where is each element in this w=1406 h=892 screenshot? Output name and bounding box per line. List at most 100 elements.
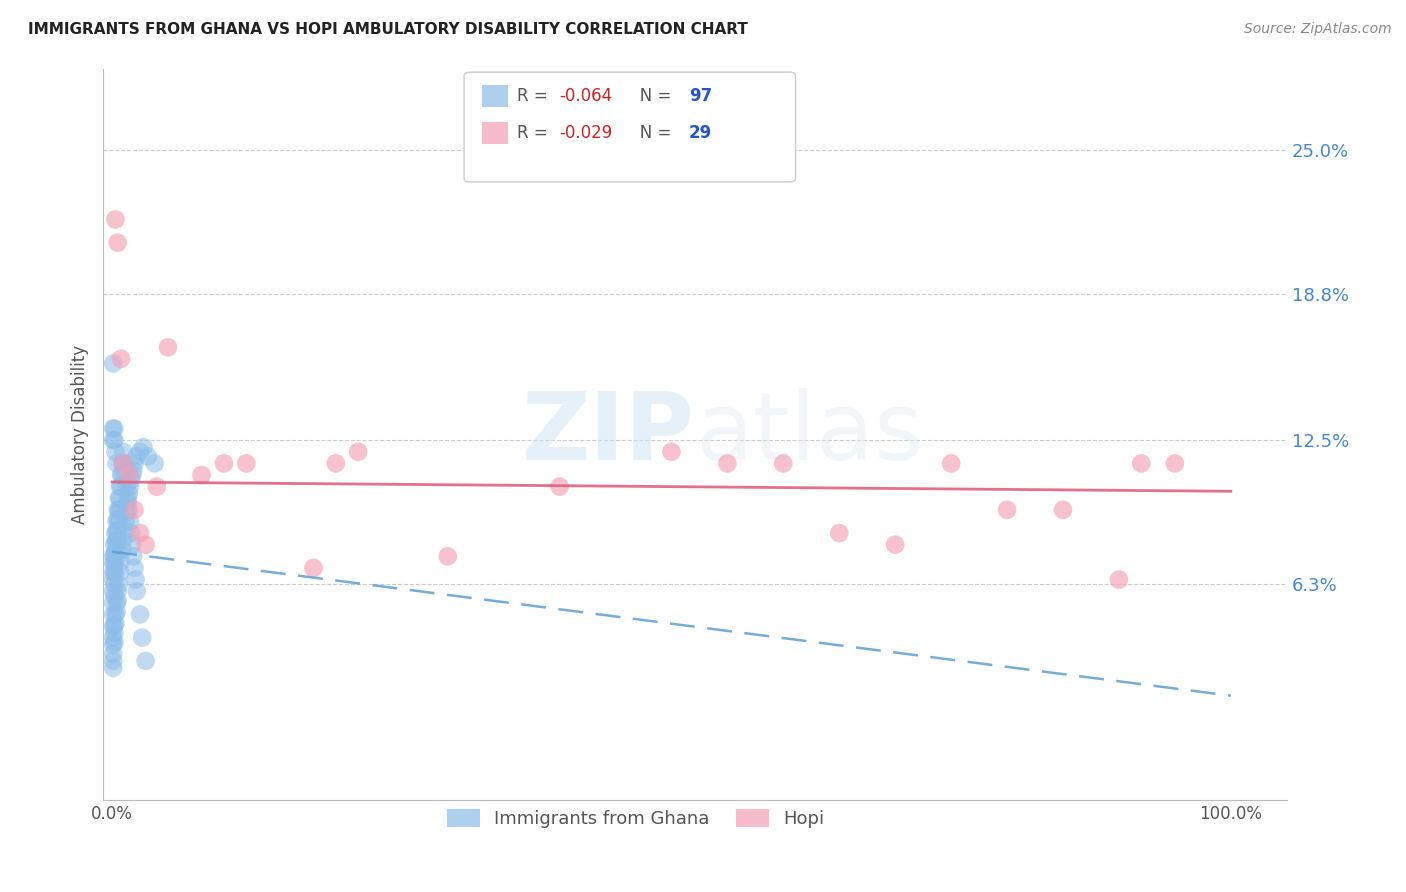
Point <box>884 538 907 552</box>
Point <box>436 549 458 564</box>
Point <box>103 433 125 447</box>
Point <box>114 515 136 529</box>
Text: -0.064: -0.064 <box>558 87 612 105</box>
Point <box>120 526 142 541</box>
Point <box>103 357 125 371</box>
Point <box>1130 457 1153 471</box>
Point <box>104 212 127 227</box>
Point <box>108 566 131 580</box>
FancyBboxPatch shape <box>482 86 508 107</box>
Point <box>105 544 128 558</box>
Point <box>129 444 152 458</box>
Point <box>112 533 135 547</box>
Point <box>107 503 129 517</box>
Point <box>112 444 135 458</box>
Legend: Immigrants from Ghana, Hopi: Immigrants from Ghana, Hopi <box>440 801 832 835</box>
Point <box>103 626 125 640</box>
Point <box>103 596 125 610</box>
Point <box>104 544 127 558</box>
Point <box>120 473 142 487</box>
Point <box>108 503 131 517</box>
Point <box>104 554 127 568</box>
Point <box>103 638 125 652</box>
Point <box>107 533 129 547</box>
Point <box>104 616 127 631</box>
Text: N =: N = <box>624 124 676 142</box>
Point <box>1164 457 1187 471</box>
FancyBboxPatch shape <box>482 122 508 144</box>
Point <box>716 457 738 471</box>
Point <box>108 491 131 506</box>
Text: 29: 29 <box>689 124 713 142</box>
Point <box>112 457 135 471</box>
Point <box>548 480 571 494</box>
Point <box>121 538 143 552</box>
Point <box>117 491 139 506</box>
Text: IMMIGRANTS FROM GHANA VS HOPI AMBULATORY DISABILITY CORRELATION CHART: IMMIGRANTS FROM GHANA VS HOPI AMBULATORY… <box>28 22 748 37</box>
Point <box>103 547 125 561</box>
Point <box>103 566 125 580</box>
Text: Source: ZipAtlas.com: Source: ZipAtlas.com <box>1244 22 1392 37</box>
Point <box>103 661 125 675</box>
Text: -0.029: -0.029 <box>558 124 612 142</box>
Point <box>103 584 125 599</box>
Point <box>828 526 851 541</box>
Point <box>143 457 166 471</box>
Point <box>124 573 146 587</box>
Point <box>103 577 125 591</box>
Point <box>103 619 125 633</box>
Point <box>347 444 370 458</box>
Point <box>110 480 132 494</box>
Point <box>124 457 146 471</box>
Point <box>772 457 794 471</box>
Point <box>302 561 325 575</box>
Point <box>212 457 235 471</box>
Point <box>136 450 159 464</box>
Point <box>107 235 129 250</box>
Point <box>103 556 125 570</box>
Text: N =: N = <box>624 87 676 105</box>
Point <box>118 515 141 529</box>
Point <box>111 468 134 483</box>
Point <box>129 526 152 541</box>
Point <box>103 619 125 633</box>
Point <box>122 549 145 564</box>
Point <box>112 457 135 471</box>
Text: ZIP: ZIP <box>522 388 695 481</box>
Point <box>135 538 157 552</box>
Point <box>118 503 141 517</box>
Point <box>118 468 141 483</box>
Y-axis label: Ambulatory Disability: Ambulatory Disability <box>72 345 89 524</box>
Point <box>103 647 125 661</box>
Point <box>107 491 129 506</box>
Point <box>129 607 152 622</box>
Point <box>124 503 146 517</box>
Point <box>117 496 139 510</box>
Point <box>103 635 125 649</box>
Point <box>112 457 135 471</box>
Point <box>1108 573 1130 587</box>
Point <box>103 607 125 622</box>
Point <box>107 593 129 607</box>
Point <box>110 554 132 568</box>
Point <box>146 480 169 494</box>
Point <box>103 421 125 435</box>
Point <box>118 486 141 500</box>
Point <box>107 503 129 517</box>
Point <box>103 433 125 447</box>
Point <box>114 468 136 483</box>
Point <box>105 457 128 471</box>
Point <box>105 524 128 538</box>
Point <box>107 524 129 538</box>
Point <box>107 512 129 526</box>
Point <box>110 351 132 366</box>
Point <box>107 584 129 599</box>
Point <box>132 440 155 454</box>
Point <box>112 524 135 538</box>
Point <box>105 596 128 610</box>
Point <box>661 444 683 458</box>
Point <box>107 515 129 529</box>
Point <box>121 468 143 483</box>
Text: 97: 97 <box>689 87 713 105</box>
Point <box>122 463 145 477</box>
